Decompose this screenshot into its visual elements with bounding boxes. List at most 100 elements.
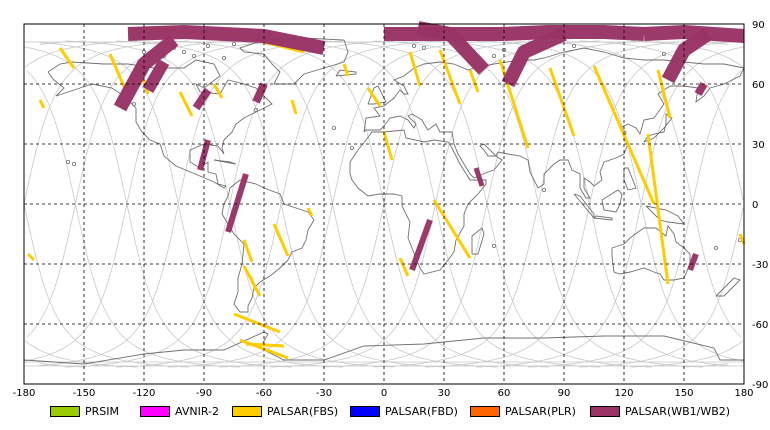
island <box>572 44 577 49</box>
palsar-wb-swath <box>473 167 485 187</box>
palsar-wb-swath <box>416 21 490 75</box>
coastline <box>471 227 485 255</box>
palsar-fbs-swath <box>646 133 670 285</box>
plot-frame <box>23 23 745 385</box>
island <box>253 108 258 113</box>
palsar-fbs-swath <box>408 51 422 87</box>
palsar-fbs-swath <box>306 207 314 217</box>
y-tick-label: -60 <box>752 320 768 331</box>
palsar-fbs-swath <box>498 59 530 149</box>
island <box>205 44 210 49</box>
orbit-track <box>24 40 742 368</box>
coastline <box>611 224 691 281</box>
palsar-wb-swath <box>409 218 433 272</box>
orbit-track <box>23 40 744 368</box>
coastline <box>363 47 745 199</box>
palsar-fbs-swath <box>468 69 480 93</box>
palsar-wb-swath <box>503 25 645 41</box>
legend-label-prsim: PRSIM <box>85 404 119 418</box>
palsar-fbs-swath <box>366 87 382 107</box>
x-tick-label: 0 <box>381 388 387 399</box>
legend-item-palsar-wb: PALSAR(WB1/WB2) <box>590 404 730 418</box>
palsar-fbs-swath <box>212 83 224 99</box>
island <box>131 102 136 107</box>
legend-swatch-palsar-wb <box>590 405 620 417</box>
palsar-fbs-swath <box>248 275 258 291</box>
legend-swatch-palsar-fbs <box>232 405 262 417</box>
palsar-wb-swath <box>127 25 326 55</box>
palsar-fbs-swath <box>58 47 76 69</box>
legend-swatch-avnir2 <box>140 405 170 417</box>
x-tick-label: -90 <box>196 388 212 399</box>
palsar-wb-swath <box>687 252 699 272</box>
palsar-fbs-swath <box>382 131 394 161</box>
x-tick-label: 60 <box>498 388 511 399</box>
legend-swatch-palsar-plr <box>470 405 500 417</box>
legend-label-palsar-fbs: PALSAR(FBS) <box>267 404 339 418</box>
palsar-fbs-swath <box>432 199 472 259</box>
x-tick-label: -30 <box>316 388 332 399</box>
legend-label-palsar-fbd: PALSAR(FBD) <box>385 404 458 418</box>
palsar-wb-swath <box>113 34 179 112</box>
orbit-track <box>24 40 742 368</box>
palsar-wb-swath <box>192 87 212 111</box>
island <box>411 44 416 49</box>
island <box>181 50 186 55</box>
palsar-fbs-swath <box>26 252 36 262</box>
palsar-fbs-swath <box>178 91 194 117</box>
y-tick-label: -30 <box>752 260 768 271</box>
x-tick-label: -60 <box>256 388 272 399</box>
legend-swatch-prsim <box>50 405 80 417</box>
legend-label-palsar-plr: PALSAR(PLR) <box>505 404 576 418</box>
island <box>421 46 426 51</box>
orbit-track <box>424 40 730 367</box>
palsar-fbs-swath <box>342 63 350 77</box>
island <box>221 56 226 61</box>
palsar-wb-swath <box>694 81 708 97</box>
coastline <box>221 179 315 313</box>
x-tick-label: -120 <box>133 388 156 399</box>
island <box>331 126 336 131</box>
legend-item-palsar-fbd: PALSAR(FBD) <box>350 404 458 418</box>
island <box>491 54 496 59</box>
palsar-fbs-swath <box>242 239 254 263</box>
palsar-fbs-swath <box>656 69 672 119</box>
y-tick-label: 90 <box>752 20 765 31</box>
x-tick-labels: -180 -150 -120 -90 -60 -30 0 30 60 90 120 150 180 <box>13 388 754 399</box>
island <box>349 145 354 150</box>
legend-label-avnir2: AVNIR-2 <box>175 404 219 418</box>
island <box>662 52 667 57</box>
x-tick-label: -180 <box>13 388 36 399</box>
island <box>66 159 71 164</box>
palsar-fbs-swath <box>738 233 746 245</box>
orbit-track <box>38 40 344 367</box>
x-tick-label: 150 <box>674 388 693 399</box>
legend-swatch-palsar-fbd <box>350 405 380 417</box>
x-tick-label: -150 <box>73 388 96 399</box>
coastline <box>349 129 487 275</box>
legend-item-avnir2: AVNIR-2 <box>140 404 219 418</box>
y-tick-label: 0 <box>752 200 758 211</box>
x-tick-label: 120 <box>614 388 633 399</box>
y-tick-label: 30 <box>752 140 765 151</box>
island <box>542 187 547 192</box>
island <box>72 161 77 166</box>
palsar-fbs-swath <box>245 342 285 348</box>
palsar-wb-swath <box>142 59 170 93</box>
x-tick-label: 30 <box>438 388 451 399</box>
coastline <box>715 277 741 297</box>
palsar-wb-swath <box>225 173 249 233</box>
legend-item-prsim: PRSIM <box>50 404 119 418</box>
palsar-fbs-swath <box>38 99 46 109</box>
palsar-fbs-swath <box>290 99 298 115</box>
palsar-fbs-swath <box>233 312 281 334</box>
palsar-fbs-swath <box>548 67 576 137</box>
palsar-wb-swath <box>252 82 268 104</box>
palsar-fbs-swath <box>272 223 290 257</box>
lat-lon-grid <box>24 24 744 384</box>
palsar-wb-swath <box>501 27 567 88</box>
x-tick-label: 90 <box>558 388 571 399</box>
coastline <box>335 69 357 77</box>
legend-item-palsar-fbs: PALSAR(FBS) <box>232 404 338 418</box>
